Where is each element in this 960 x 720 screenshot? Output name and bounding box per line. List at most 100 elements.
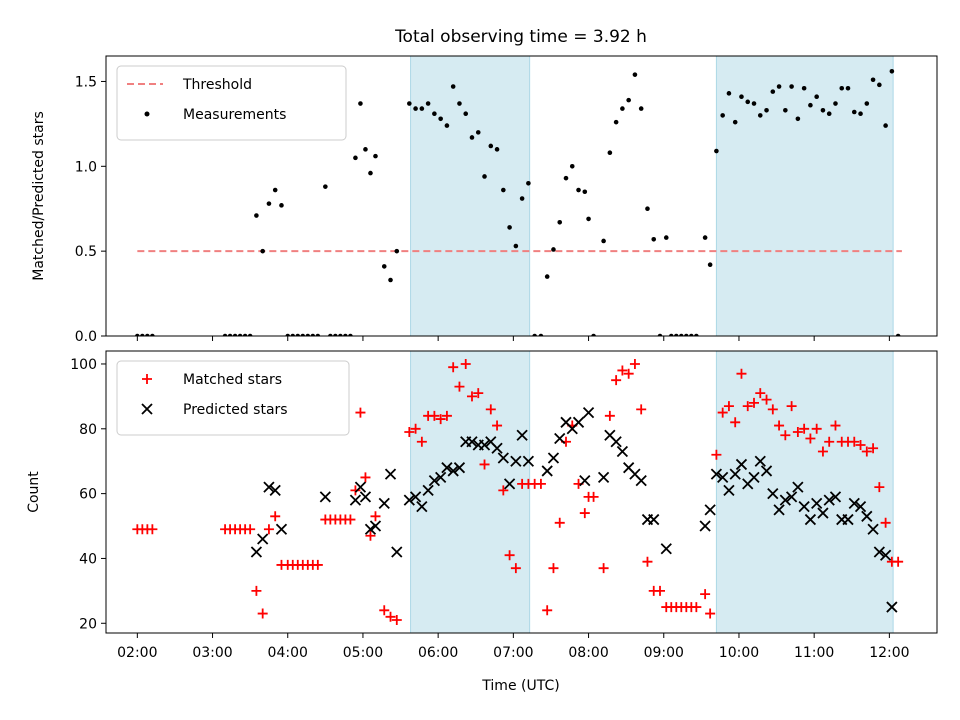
y-tick-label: 0.5: [75, 244, 97, 260]
x-tick-label: 02:00: [117, 645, 157, 661]
measurement-point: [425, 101, 431, 106]
predicted-stars-point: [848, 497, 860, 509]
measurement-point: [645, 206, 650, 212]
measurement-point: [684, 333, 689, 336]
predicted-stars-point: [359, 491, 372, 503]
measurement-point: [513, 243, 519, 249]
measurement-point: [237, 333, 243, 336]
matched-stars-point: [245, 524, 256, 535]
measurement-point: [419, 106, 425, 111]
matched-stars-point: [370, 511, 381, 522]
top-panel-ratio: 0.0 0.5 1.0 1.5 Matched/Predicted stars Thres…: [31, 55, 938, 345]
matched-stars-point: [730, 417, 741, 428]
predicted-stars-point: [391, 546, 403, 558]
matched-stars-point: [441, 410, 452, 421]
predicted-stars-point: [886, 601, 898, 613]
predicted-stars-point: [785, 491, 798, 503]
legend-measurement-swatch: [144, 111, 150, 117]
predicted-stars-point: [428, 475, 441, 487]
matched-stars-point: [811, 423, 822, 434]
measurement-point: [407, 101, 412, 106]
predicted-stars-point: [717, 471, 729, 484]
observing-span: [410, 56, 531, 336]
measurement-point: [494, 147, 500, 152]
matched-stars-point: [604, 410, 615, 421]
matched-stars-point: [435, 414, 446, 425]
x-tick-label: 03:00: [192, 645, 232, 661]
predicted-stars-point: [729, 468, 741, 480]
measurement-point: [679, 333, 684, 336]
matched-stars-point: [429, 410, 440, 421]
bottom-panel-counts: 20 40 60 80 100 02:00 03:00 04:00 05:00 06:00 07:0…: [26, 350, 938, 661]
predicted-stars-point: [478, 439, 491, 451]
measurement-point: [845, 85, 851, 91]
matched-stars-point: [655, 585, 665, 596]
measurement-point: [877, 82, 882, 88]
measurement-point: [851, 109, 857, 115]
measurement-point: [720, 113, 725, 118]
predicted-stars-point: [503, 478, 516, 490]
predicted-stars-point: [378, 497, 390, 509]
predicted-stars-point: [760, 465, 773, 477]
predicted-stars-point: [369, 520, 382, 532]
matched-stars-point: [711, 449, 722, 460]
measurement-point: [707, 262, 713, 268]
matched-stars-point: [466, 391, 477, 402]
y-tick-label: 100: [70, 357, 97, 373]
measurement-point: [266, 201, 272, 206]
measurement-point: [300, 333, 306, 336]
legend-label: Matched stars: [183, 372, 282, 388]
predicted-stars-point: [364, 523, 377, 535]
predicted-stars-point: [867, 523, 879, 535]
measurement-point: [557, 220, 563, 225]
matched-stars-point: [623, 368, 634, 379]
predicted-stars-point: [441, 462, 453, 474]
measurement-point: [290, 333, 296, 336]
measurement-point: [586, 216, 591, 222]
matched-stars-point: [880, 517, 891, 528]
predicted-stars-point: [811, 497, 823, 509]
y-tick-label: 20: [79, 616, 97, 632]
matched-stars-point: [350, 485, 361, 496]
predicted-stars-point: [723, 484, 735, 497]
measurement-point: [883, 123, 888, 128]
measurement-point: [519, 196, 525, 201]
x-tick-label: 08:00: [568, 645, 608, 661]
matched-stars-point: [855, 440, 866, 450]
predicted-stars-point: [616, 445, 629, 458]
measurement-point: [227, 333, 233, 336]
matched-stars-point: [270, 511, 281, 522]
predicted-stars-point: [491, 442, 503, 454]
matched-stars-point: [717, 407, 728, 418]
legend-matched-swatch: [142, 374, 152, 384]
measurement-point: [569, 164, 575, 169]
matched-stars-point: [379, 605, 390, 616]
matched-stars-point: [636, 404, 647, 415]
matched-stars-point: [700, 589, 711, 600]
measurement-point: [413, 106, 418, 111]
matched-stars-point: [868, 443, 879, 454]
predicted-stars-point: [748, 471, 760, 484]
predicted-stars-point: [699, 520, 711, 532]
measurement-point: [135, 333, 140, 336]
predicted-stars-point: [735, 458, 748, 471]
measurement-point: [247, 333, 253, 336]
measurement-point: [469, 135, 475, 140]
measurement-point: [783, 108, 788, 113]
matched-stars-point: [780, 430, 791, 441]
measurement-point: [870, 77, 876, 83]
predicted-stars-point: [610, 436, 622, 448]
matched-stars-point: [611, 375, 622, 386]
predicted-stars-point: [660, 543, 672, 555]
matched-stars-point: [416, 436, 427, 447]
measurement-point: [694, 333, 699, 336]
matched-stars-point: [767, 404, 778, 415]
measurement-point: [482, 174, 487, 179]
matched-stars-point: [492, 420, 503, 431]
measurement-point: [463, 111, 469, 116]
measurement-point: [254, 213, 259, 218]
x-axis-label: Time (UTC): [481, 678, 559, 694]
measurement-point: [544, 274, 550, 279]
matched-stars-point: [448, 362, 459, 373]
